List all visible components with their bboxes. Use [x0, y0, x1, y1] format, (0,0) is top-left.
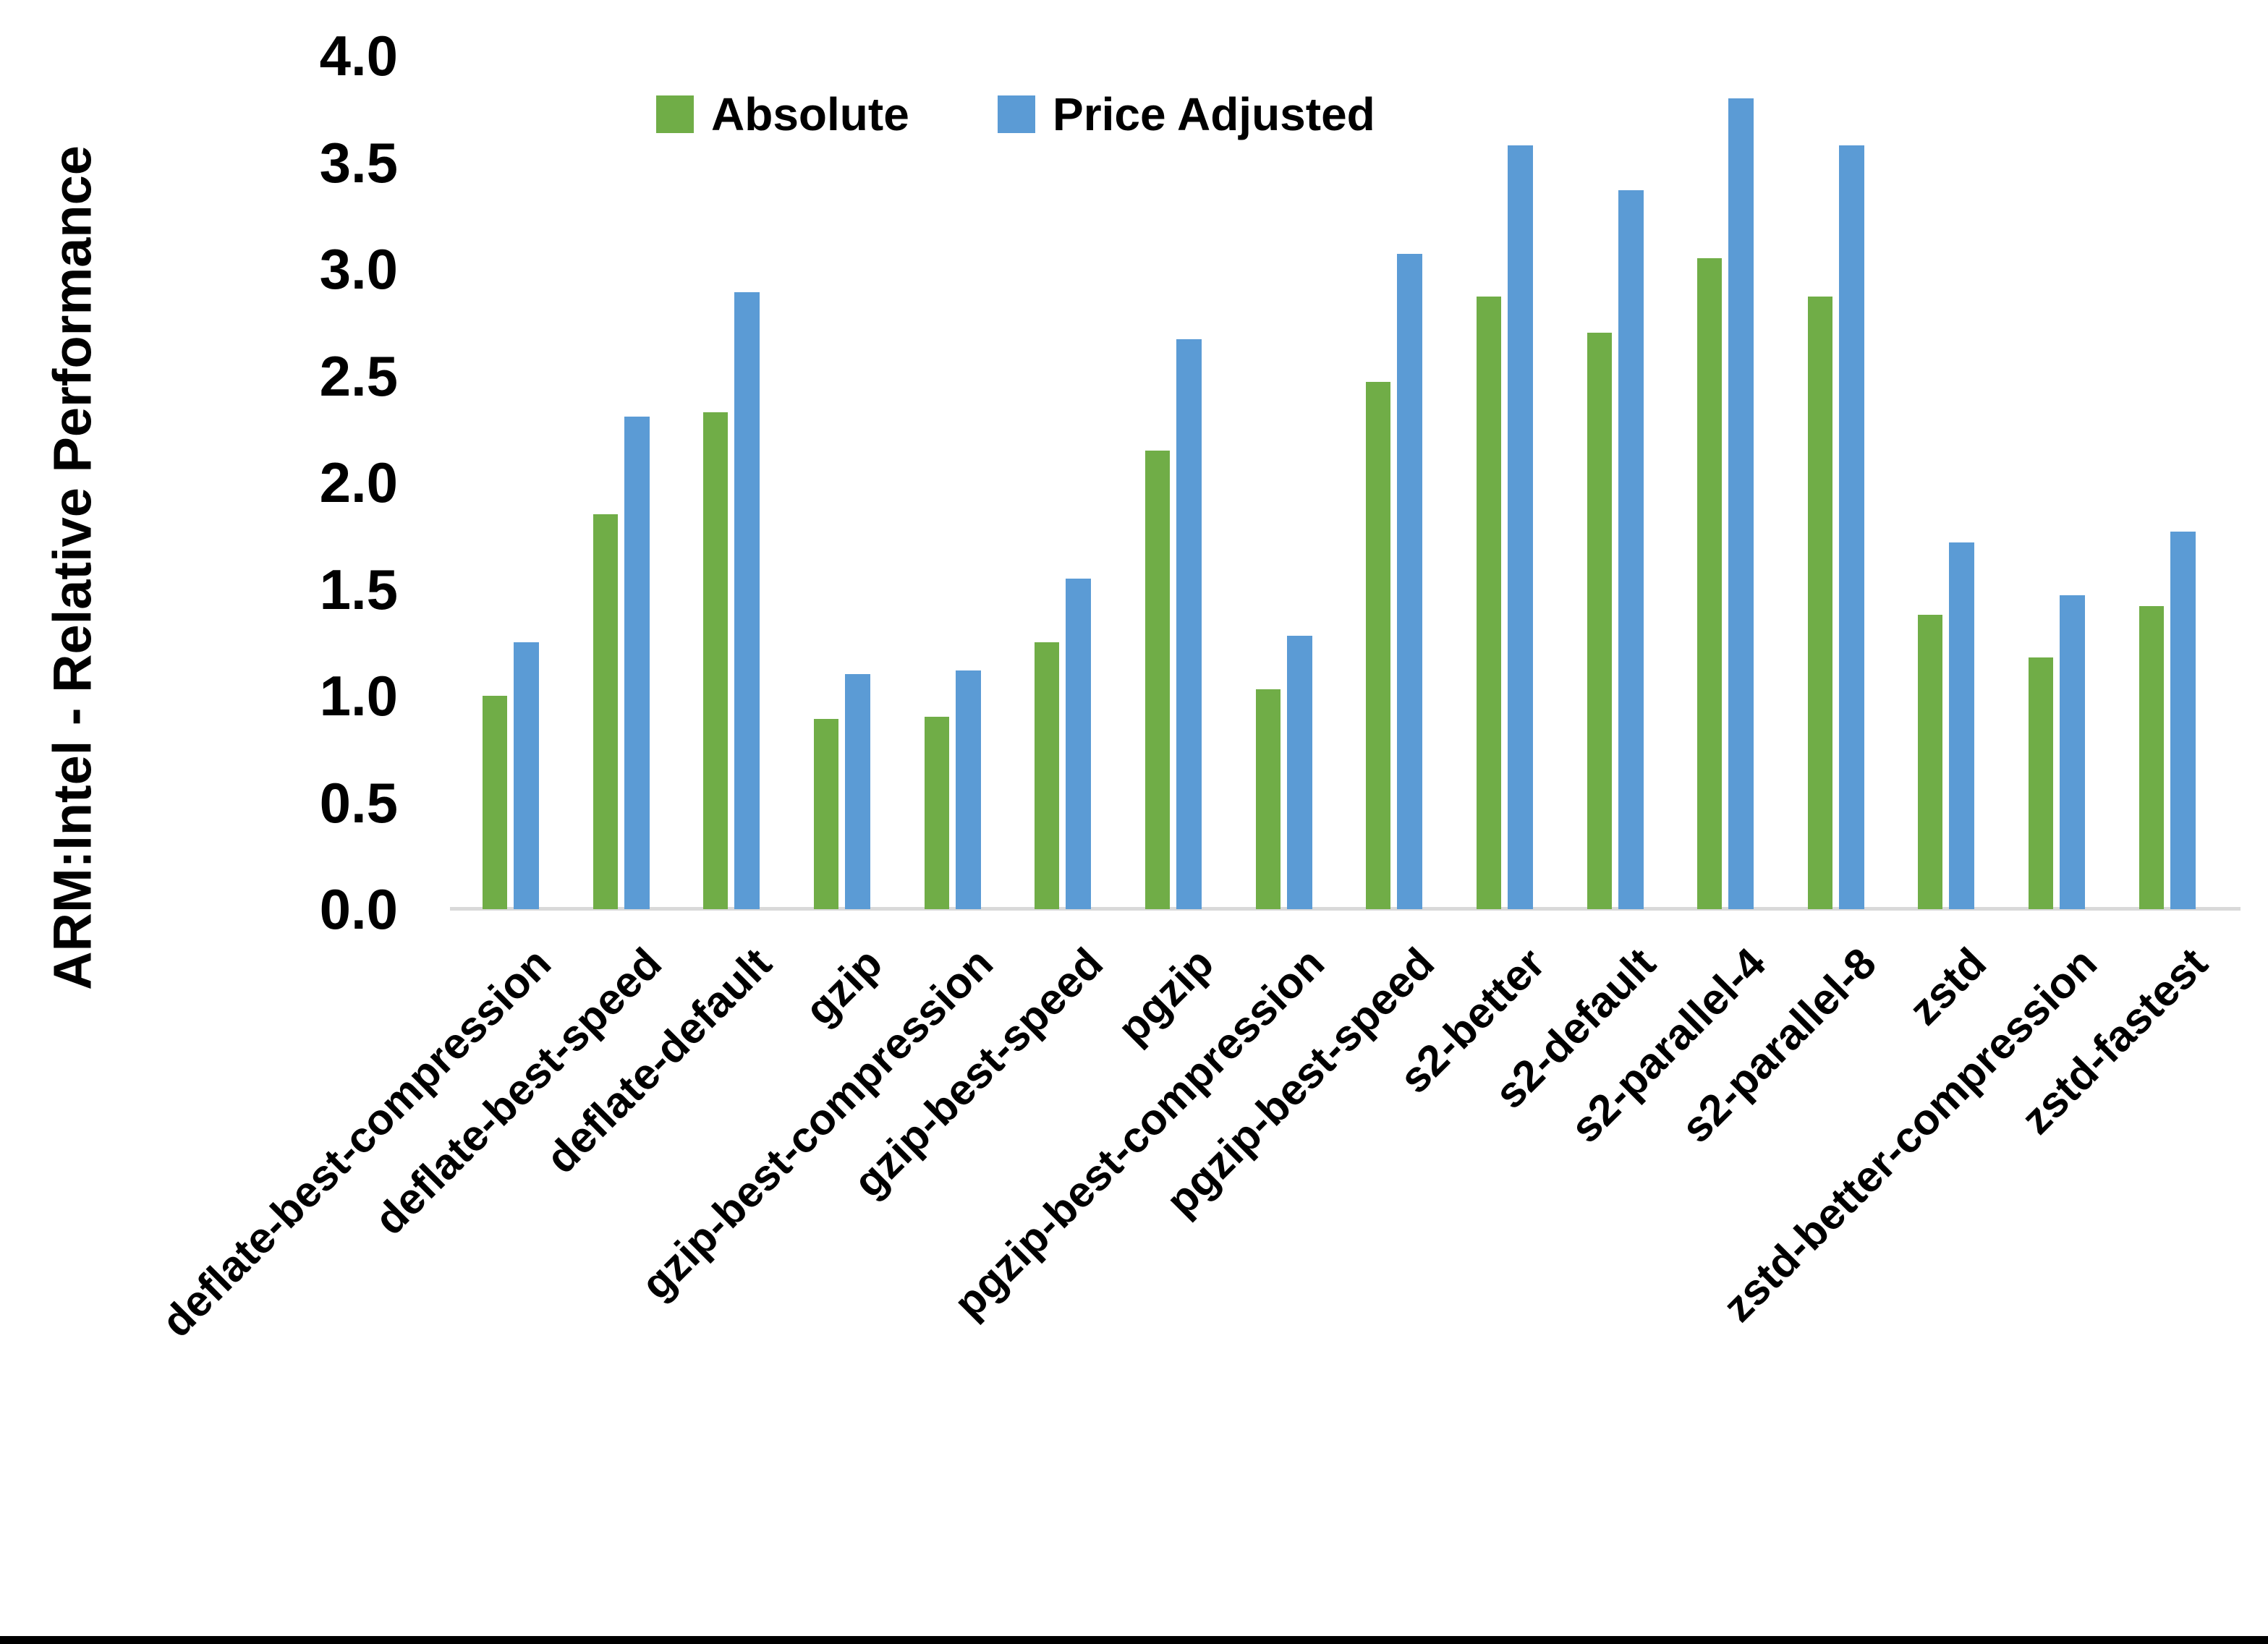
legend-label-price-adjusted: Price Adjusted — [1053, 88, 1375, 140]
y-tick-3.5: 3.5 — [319, 130, 398, 195]
bar-price-adjusted-s2-better — [1508, 145, 1533, 909]
bar-absolute-s2-default — [1587, 333, 1612, 909]
y-tick-3.0: 3.0 — [319, 237, 398, 301]
bar-price-adjusted-deflate-best-compression — [514, 642, 539, 909]
y-tick-1.5: 1.5 — [319, 557, 398, 621]
bar-price-adjusted-zstd — [1949, 542, 1974, 909]
legend-swatch-price-adjusted — [998, 95, 1035, 133]
bar-absolute-pgzip-best-compression — [1256, 689, 1280, 909]
bar-absolute-s2-better — [1477, 297, 1501, 909]
y-tick-1.0: 1.0 — [319, 664, 398, 728]
y-tick-0.5: 0.5 — [319, 770, 398, 835]
bar-price-adjusted-zstd-fastest — [2170, 532, 2196, 909]
bar-absolute-zstd — [1918, 615, 1942, 909]
bar-price-adjusted-pgzip — [1176, 339, 1202, 909]
legend-swatch-absolute — [656, 95, 694, 133]
bar-price-adjusted-s2-default — [1618, 190, 1644, 909]
bar-price-adjusted-gzip-best-compression — [956, 670, 981, 909]
bar-price-adjusted-s2-parallel-8 — [1839, 145, 1864, 909]
bar-absolute-deflate-default — [703, 412, 728, 909]
bar-price-adjusted-s2-parallel-4 — [1728, 98, 1754, 909]
y-axis-title: ARM:Intel - Relative Performance — [42, 145, 103, 990]
bar-absolute-gzip-best-compression — [925, 717, 949, 909]
bar-price-adjusted-zstd-better-compression — [2060, 595, 2085, 909]
bar-price-adjusted-pgzip-best-speed — [1397, 254, 1422, 909]
y-tick-4.0: 4.0 — [319, 24, 398, 88]
bar-price-adjusted-deflate-default — [734, 292, 760, 909]
bar-price-adjusted-deflate-best-speed — [624, 417, 650, 909]
y-tick-0.0: 0.0 — [319, 877, 398, 941]
bar-absolute-deflate-best-speed — [593, 514, 618, 909]
bar-absolute-pgzip — [1145, 451, 1170, 909]
y-tick-2.5: 2.5 — [319, 344, 398, 408]
bar-price-adjusted-gzip — [845, 674, 870, 909]
bar-absolute-s2-parallel-8 — [1808, 297, 1832, 909]
bar-absolute-zstd-fastest — [2139, 606, 2164, 909]
bottom-border-bar — [0, 1636, 2268, 1644]
bar-absolute-deflate-best-compression — [483, 696, 507, 909]
bar-absolute-pgzip-best-speed — [1366, 382, 1390, 909]
bar-price-adjusted-gzip-best-speed — [1066, 579, 1091, 909]
y-tick-2.0: 2.0 — [319, 451, 398, 514]
bar-price-adjusted-pgzip-best-compression — [1287, 636, 1312, 909]
bar-absolute-gzip-best-speed — [1035, 642, 1059, 909]
legend-label-absolute: Absolute — [711, 88, 909, 140]
bar-absolute-s2-parallel-4 — [1697, 258, 1722, 909]
bar-absolute-zstd-better-compression — [2029, 657, 2053, 909]
x-axis-line — [450, 907, 2241, 911]
bar-absolute-gzip — [814, 719, 838, 909]
